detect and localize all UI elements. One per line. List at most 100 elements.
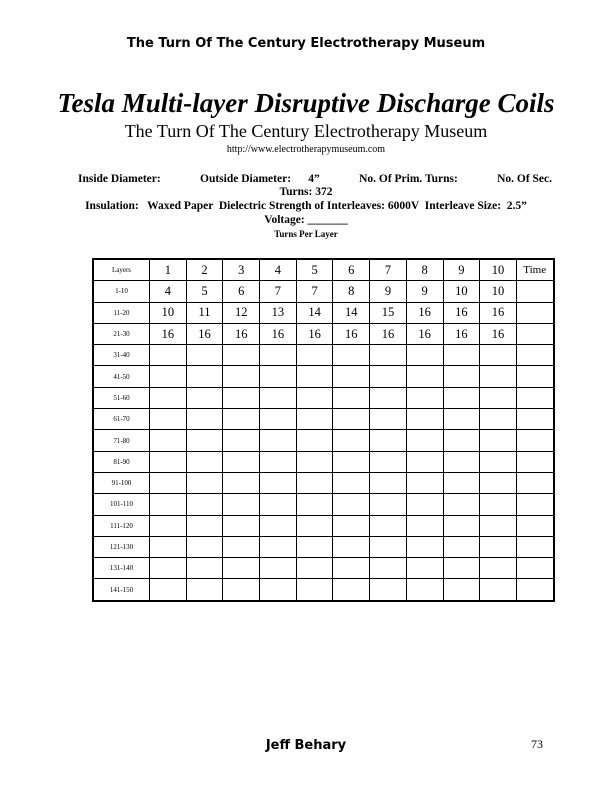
table-row: 131-140 bbox=[92, 557, 555, 580]
layer-range-cell: 11-20 bbox=[92, 301, 150, 324]
table-cell: 4 bbox=[259, 258, 297, 282]
table-cell: 7 bbox=[369, 258, 407, 282]
table-cell bbox=[185, 514, 224, 537]
table-cell bbox=[369, 514, 407, 537]
table-cell bbox=[442, 386, 481, 410]
table-cell: 10 bbox=[442, 280, 481, 303]
table-row: 1-10 4 5 6 7 7 8 9 9 10 10 bbox=[92, 280, 555, 303]
table-cell: 14 bbox=[332, 301, 371, 324]
table-cell bbox=[515, 322, 555, 346]
table-cell bbox=[442, 429, 481, 452]
table-cell bbox=[332, 408, 371, 431]
table-cell bbox=[332, 365, 371, 388]
table-cell bbox=[442, 514, 481, 537]
table-row: 61-70 bbox=[92, 408, 555, 431]
table-cell bbox=[185, 450, 224, 473]
table-cell bbox=[149, 408, 187, 431]
table-cell: 6 bbox=[332, 258, 371, 282]
table-row: 101-110 bbox=[92, 493, 555, 516]
table-cell: 7 bbox=[295, 280, 334, 303]
table-cell bbox=[405, 344, 444, 367]
table-cell bbox=[222, 365, 261, 388]
table-cell bbox=[185, 535, 224, 559]
table-cell bbox=[259, 493, 297, 516]
table-row: 31-40 bbox=[92, 344, 555, 367]
table-row: 41-50 bbox=[92, 365, 555, 388]
table-cell: 10 bbox=[479, 280, 517, 303]
table-cell bbox=[222, 386, 261, 410]
table-cell bbox=[149, 386, 187, 410]
table-cell: 9 bbox=[405, 280, 444, 303]
table-cell bbox=[515, 578, 555, 602]
table-cell bbox=[149, 514, 187, 537]
table-cell bbox=[405, 535, 444, 559]
table-cell: 8 bbox=[332, 280, 371, 303]
table-row: 121-130 bbox=[92, 535, 555, 559]
table-cell bbox=[295, 365, 334, 388]
table-cell bbox=[295, 578, 334, 602]
layer-range-cell: 111-120 bbox=[92, 514, 150, 537]
table-cell bbox=[515, 514, 555, 537]
table-cell: 16 bbox=[442, 301, 481, 324]
table-cell bbox=[222, 557, 261, 580]
table-cell: 2 bbox=[185, 258, 224, 282]
insulation-line: Insulation: Waxed Paper Dielectric Stren… bbox=[85, 200, 527, 212]
table-cell bbox=[369, 450, 407, 473]
prim-turns: No. Of Prim. Turns: bbox=[359, 173, 458, 185]
layer-range-cell: 141-150 bbox=[92, 578, 150, 602]
table-cell: 16 bbox=[295, 322, 334, 346]
author-footer: Jeff Behary bbox=[265, 738, 347, 753]
table-cell bbox=[405, 471, 444, 495]
table-cell bbox=[479, 344, 517, 367]
table-cell: 15 bbox=[369, 301, 407, 324]
table-cell bbox=[295, 386, 334, 410]
inside-diameter: Inside Diameter: bbox=[78, 173, 161, 185]
layer-range-cell: 61-70 bbox=[92, 408, 150, 431]
table-cell bbox=[185, 408, 224, 431]
table-cell bbox=[369, 535, 407, 559]
table-cell bbox=[479, 493, 517, 516]
table-row: 11-20 10 11 12 13 14 14 15 16 16 16 bbox=[92, 301, 555, 324]
table-cell: 10 bbox=[479, 258, 517, 282]
table-cell bbox=[295, 408, 334, 431]
table-cell bbox=[405, 578, 444, 602]
table-cell: 11 bbox=[185, 301, 224, 324]
table-cell bbox=[259, 557, 297, 580]
table-cell: 16 bbox=[405, 301, 444, 324]
layer-range-cell: Layers bbox=[92, 258, 150, 282]
table-cell bbox=[185, 344, 224, 367]
table-cell bbox=[222, 344, 261, 367]
layer-range-cell: 91-100 bbox=[92, 471, 150, 495]
table-cell: 9 bbox=[369, 280, 407, 303]
table-cell bbox=[332, 471, 371, 495]
table-cell bbox=[479, 365, 517, 388]
table-cell bbox=[442, 557, 481, 580]
turns-per-layer-table: Layers 1 2 3 4 5 6 7 8 9 10 Time 1-10 4 5 6 7 7 8 9 9 10 10 11-… bbox=[92, 258, 555, 602]
table-cell bbox=[259, 386, 297, 410]
table-cell bbox=[295, 514, 334, 537]
table-cell bbox=[185, 493, 224, 516]
table-row: 91-100 bbox=[92, 471, 555, 495]
table-cell: 6 bbox=[222, 280, 261, 303]
table-cell bbox=[479, 535, 517, 559]
table-cell bbox=[515, 471, 555, 495]
table-cell bbox=[332, 514, 371, 537]
table-cell bbox=[149, 471, 187, 495]
table-cell bbox=[185, 471, 224, 495]
table-cell bbox=[515, 344, 555, 367]
table-cell bbox=[185, 557, 224, 580]
table-cell: 16 bbox=[479, 322, 517, 346]
table-cell bbox=[369, 429, 407, 452]
table-cell: 1 bbox=[149, 258, 187, 282]
table-cell bbox=[479, 386, 517, 410]
table-row: 111-120 bbox=[92, 514, 555, 537]
table-cell bbox=[442, 450, 481, 473]
sec-turns-value: Turns: 372 bbox=[279, 186, 333, 198]
website-url: http://www.electrotherapymuseum.com bbox=[226, 144, 386, 155]
table-row: 21-30 16 16 16 16 16 16 16 16 16 16 bbox=[92, 322, 555, 346]
table-cell bbox=[222, 493, 261, 516]
table-cell bbox=[369, 493, 407, 516]
table-cell bbox=[259, 450, 297, 473]
table-cell bbox=[479, 471, 517, 495]
